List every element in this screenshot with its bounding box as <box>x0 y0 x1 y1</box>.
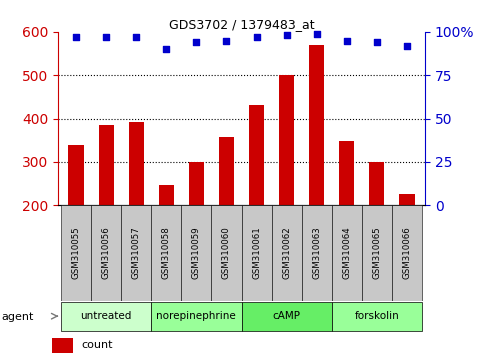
Bar <box>189 162 204 205</box>
Bar <box>69 145 84 205</box>
Text: GSM310056: GSM310056 <box>101 227 111 280</box>
Point <box>162 46 170 52</box>
Text: GSM310060: GSM310060 <box>222 227 231 280</box>
Bar <box>52 338 73 353</box>
Text: cAMP: cAMP <box>272 311 300 321</box>
Bar <box>128 122 144 205</box>
FancyBboxPatch shape <box>181 205 212 301</box>
Point <box>223 38 230 44</box>
FancyBboxPatch shape <box>61 205 91 301</box>
Point <box>313 31 321 36</box>
Text: forskolin: forskolin <box>355 311 399 321</box>
Text: agent: agent <box>1 312 33 322</box>
Text: untreated: untreated <box>80 311 132 321</box>
Text: GSM310062: GSM310062 <box>282 227 291 280</box>
Bar <box>249 105 264 205</box>
Text: GSM310058: GSM310058 <box>162 227 171 280</box>
FancyBboxPatch shape <box>151 302 242 331</box>
Text: GSM310066: GSM310066 <box>402 227 412 280</box>
FancyBboxPatch shape <box>302 205 332 301</box>
Bar <box>219 137 234 205</box>
Bar <box>159 185 174 205</box>
FancyBboxPatch shape <box>392 205 422 301</box>
FancyBboxPatch shape <box>332 302 422 331</box>
FancyBboxPatch shape <box>362 205 392 301</box>
Bar <box>339 141 355 205</box>
FancyBboxPatch shape <box>61 302 151 331</box>
FancyBboxPatch shape <box>151 205 181 301</box>
Point <box>403 43 411 48</box>
FancyBboxPatch shape <box>271 205 302 301</box>
Text: GSM310057: GSM310057 <box>132 227 141 280</box>
Bar <box>99 125 114 205</box>
Text: GSM310063: GSM310063 <box>312 227 321 280</box>
Text: GSM310061: GSM310061 <box>252 227 261 280</box>
Text: GSM310055: GSM310055 <box>71 227 81 280</box>
FancyBboxPatch shape <box>91 205 121 301</box>
Bar <box>309 45 324 205</box>
Point <box>72 34 80 40</box>
FancyBboxPatch shape <box>121 205 151 301</box>
Text: GSM310065: GSM310065 <box>372 227 382 280</box>
FancyBboxPatch shape <box>212 205 242 301</box>
FancyBboxPatch shape <box>242 205 271 301</box>
Point <box>373 39 381 45</box>
Point <box>193 39 200 45</box>
Text: GSM310059: GSM310059 <box>192 227 201 279</box>
Title: GDS3702 / 1379483_at: GDS3702 / 1379483_at <box>169 18 314 31</box>
Bar <box>279 75 294 205</box>
Text: GSM310064: GSM310064 <box>342 227 351 280</box>
Text: norepinephrine: norepinephrine <box>156 311 236 321</box>
Text: count: count <box>81 340 113 350</box>
Point <box>102 34 110 40</box>
Point <box>132 34 140 40</box>
FancyBboxPatch shape <box>242 302 332 331</box>
Point <box>253 34 260 40</box>
Point <box>283 33 290 38</box>
FancyBboxPatch shape <box>332 205 362 301</box>
Bar <box>399 194 414 205</box>
Point <box>343 38 351 44</box>
Bar <box>369 161 384 205</box>
